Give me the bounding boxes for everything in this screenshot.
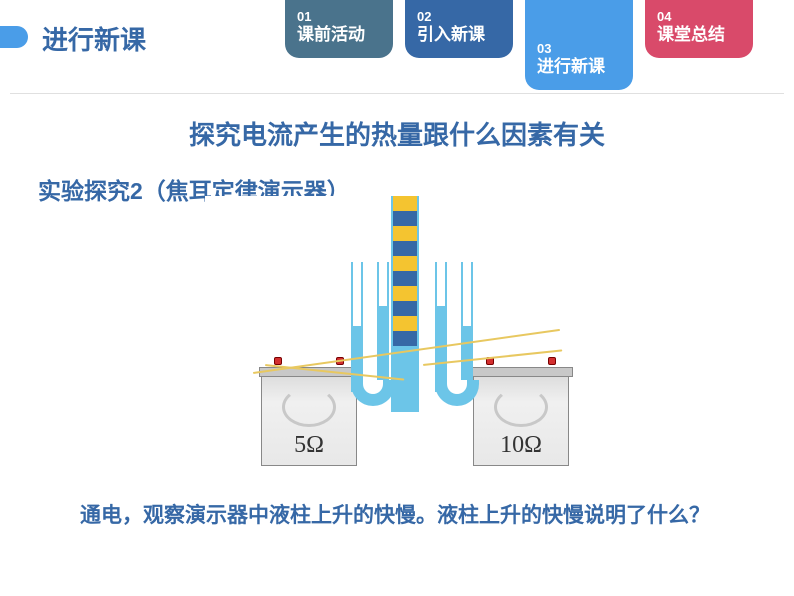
resistor-box-right: 10Ω [473,374,569,466]
tube-segment [393,316,417,331]
accent-bar [0,26,28,48]
tube-segment [393,301,417,316]
tube-segment [393,286,417,301]
tab-num: 02 [417,10,513,24]
diagram: 5Ω 10Ω [205,196,605,486]
tab-num: 04 [657,10,753,24]
tube-segment [393,241,417,256]
u-bend [435,380,479,406]
question-text: 通电，观察演示器中液柱上升的快慢。液柱上升的快慢说明了什么？ [80,500,720,532]
tube-segment [393,271,417,286]
tab-num: 03 [537,42,633,56]
resistance-label: 10Ω [474,432,568,459]
pipe [435,262,447,392]
u-bend [351,380,395,406]
coil-icon [282,387,336,427]
coil-icon [494,387,548,427]
nav-tabs: 01课前活动02引入新课03进行新课04课堂总结 [285,0,753,90]
resistance-label: 5Ω [262,432,356,459]
header: 进行新课 01课前活动02引入新课03进行新课04课堂总结 [0,0,794,95]
tab-03[interactable]: 03进行新课 [525,0,633,90]
terminal [274,357,282,365]
tube-segment [393,256,417,271]
tab-04[interactable]: 04课堂总结 [645,0,753,58]
tube-segment [393,226,417,241]
tab-label: 课堂总结 [657,24,753,46]
pipe [377,262,389,392]
tab-01[interactable]: 01课前活动 [285,0,393,58]
tab-02[interactable]: 02引入新课 [405,0,513,58]
box-lid [471,367,573,377]
terminal [548,357,556,365]
tube-segment [393,196,417,211]
main-title: 探究电流产生的热量跟什么因素有关 [0,115,794,152]
tab-label: 进行新课 [537,56,633,78]
tab-num: 01 [297,10,393,24]
utube-right [431,262,477,416]
tab-label: 课前活动 [297,24,393,46]
utube-left [347,262,393,416]
pipe [461,262,473,392]
tab-label: 引入新课 [417,24,513,46]
tube-segment [393,331,417,346]
tube-segment [393,211,417,226]
resistor-box-left: 5Ω [261,374,357,466]
divider [10,93,784,94]
section-title: 进行新课 [42,20,146,57]
